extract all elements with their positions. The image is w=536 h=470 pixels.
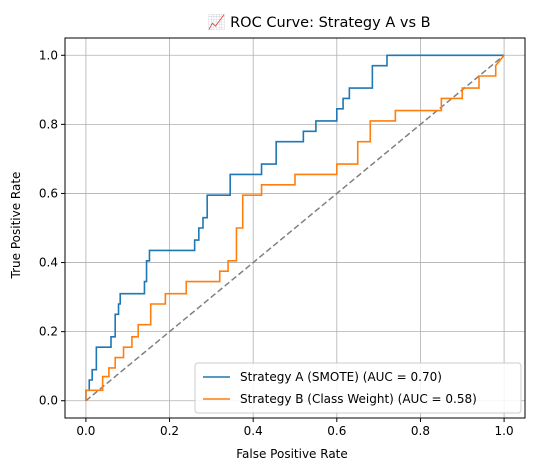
chart-title: 📈 ROC Curve: Strategy A vs B bbox=[207, 13, 430, 31]
legend: Strategy A (SMOTE) (AUC = 0.70) Strategy … bbox=[194, 362, 522, 414]
y-tick-label: 0.6 bbox=[39, 186, 58, 200]
y-tick-label: 0.2 bbox=[39, 325, 58, 339]
y-tick-label: 0.4 bbox=[39, 256, 58, 270]
plot-frame bbox=[64, 37, 526, 419]
x-tick-label: 1.0 bbox=[495, 424, 514, 438]
y-tick-label: 0.8 bbox=[39, 117, 58, 131]
x-tick-label: 0.8 bbox=[411, 424, 430, 438]
grid-lines bbox=[65, 38, 525, 418]
chance-diagonal-line bbox=[85, 54, 505, 402]
legend-label: Strategy A (SMOTE) (AUC = 0.70) bbox=[240, 370, 442, 384]
x-tick-label: 0.6 bbox=[327, 424, 346, 438]
x-tick-label: 0.2 bbox=[160, 424, 179, 438]
series-lines bbox=[85, 54, 505, 402]
y-axis-label: True Positive Rate bbox=[9, 172, 23, 280]
series-line-strategy-a bbox=[85, 54, 505, 401]
legend-box bbox=[194, 362, 522, 414]
x-axis-label: False Positive Rate bbox=[236, 447, 348, 461]
axis-ticks: 0.0 0.2 0.4 0.6 0.8 1.0 0.0 0.2 0.4 0.6 0.8 1.0 bbox=[39, 48, 514, 438]
x-tick-label: 0.4 bbox=[244, 424, 263, 438]
y-tick-label: 0.0 bbox=[39, 394, 58, 408]
y-tick-label: 1.0 bbox=[39, 48, 58, 62]
legend-label: Strategy B (Class Weight) (AUC = 0.58) bbox=[240, 392, 477, 406]
series-line-strategy-b bbox=[85, 54, 505, 401]
x-tick-label: 0.0 bbox=[76, 424, 95, 438]
